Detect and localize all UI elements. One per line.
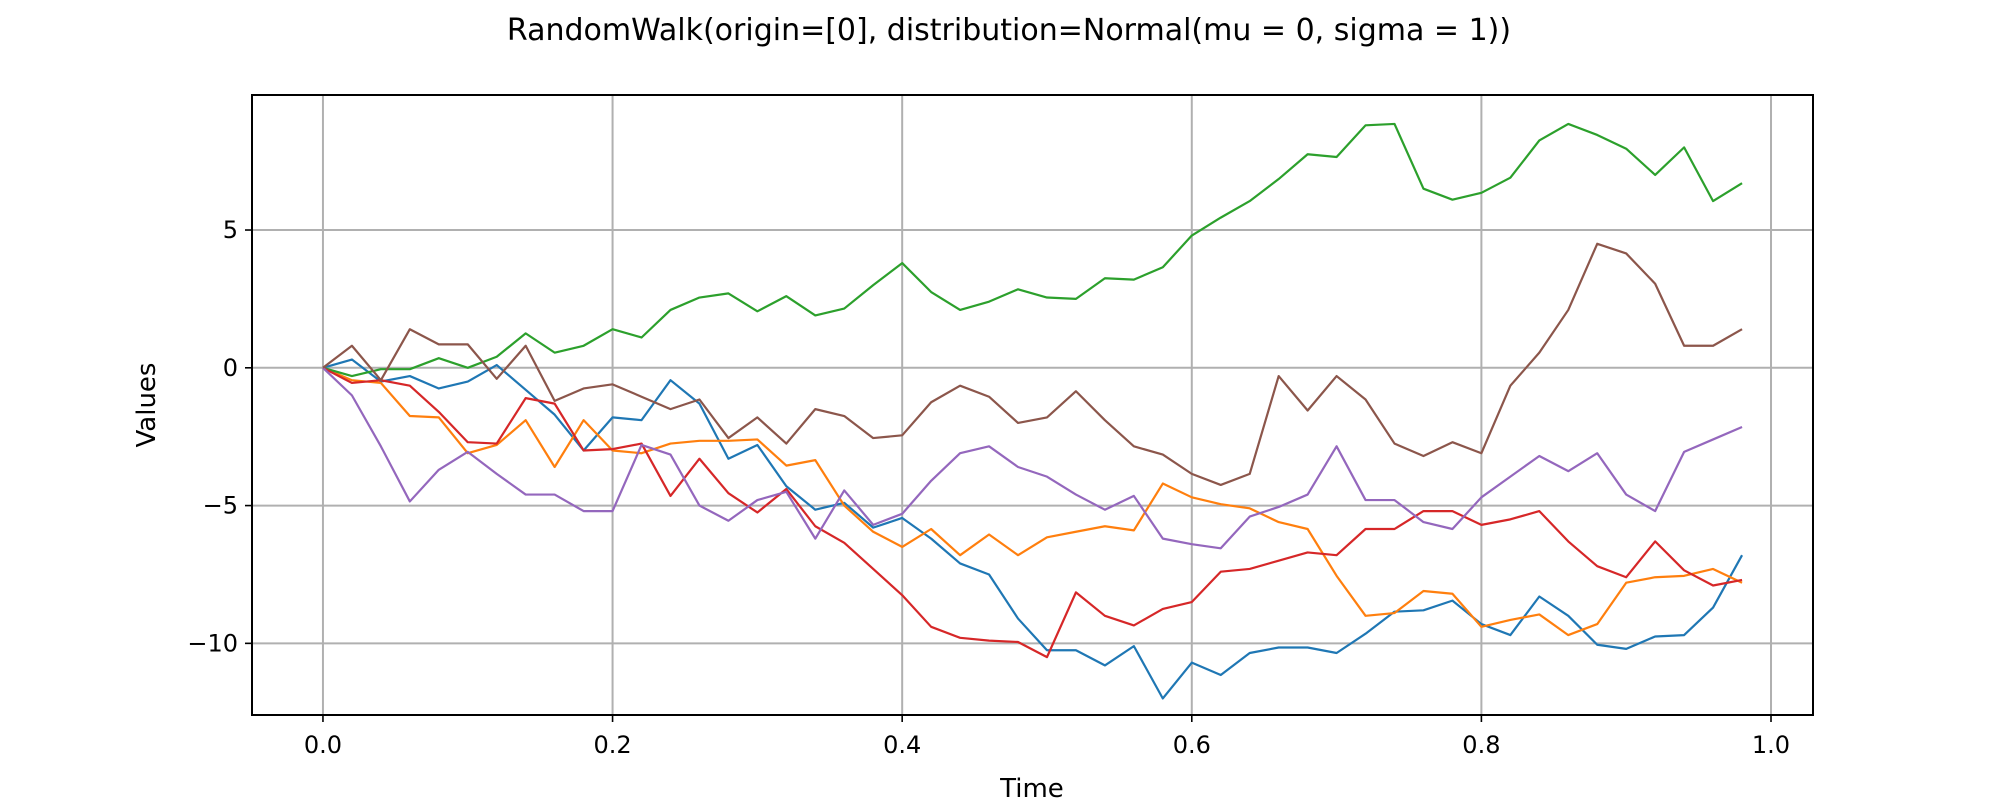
series-line-4 — [322, 366, 1743, 659]
x-tick-label: 0.8 — [1462, 731, 1500, 759]
series-line-5 — [322, 367, 1743, 550]
y-tick-label: −5 — [203, 492, 238, 520]
series-line-2 — [322, 366, 1743, 637]
x-tick-label: 0.6 — [1173, 731, 1211, 759]
y-axis-label: Values — [132, 363, 162, 448]
plot-frame — [251, 94, 1814, 716]
series-line-6 — [322, 242, 1743, 487]
y-tick-label: −10 — [187, 629, 238, 657]
x-tick-label: 0.0 — [304, 731, 342, 759]
y-tick-label: 5 — [223, 216, 238, 244]
x-tick-label: 0.4 — [883, 731, 921, 759]
grid — [252, 95, 1813, 715]
ticks: 0.0 0.2 0.4 0.6 0.8 1.0 −10 −5 0 5 — [187, 216, 1790, 759]
x-tick-label: 0.2 — [593, 731, 631, 759]
y-tick-label: 0 — [223, 354, 238, 382]
x-axis-label: Time — [999, 774, 1064, 800]
chart-title: RandomWalk(origin=[0], distribution=Norm… — [507, 13, 1511, 48]
series-layer — [322, 122, 1744, 700]
x-tick-label: 1.0 — [1752, 731, 1790, 759]
series-line-1 — [322, 358, 1744, 700]
series-line-3 — [322, 122, 1743, 378]
